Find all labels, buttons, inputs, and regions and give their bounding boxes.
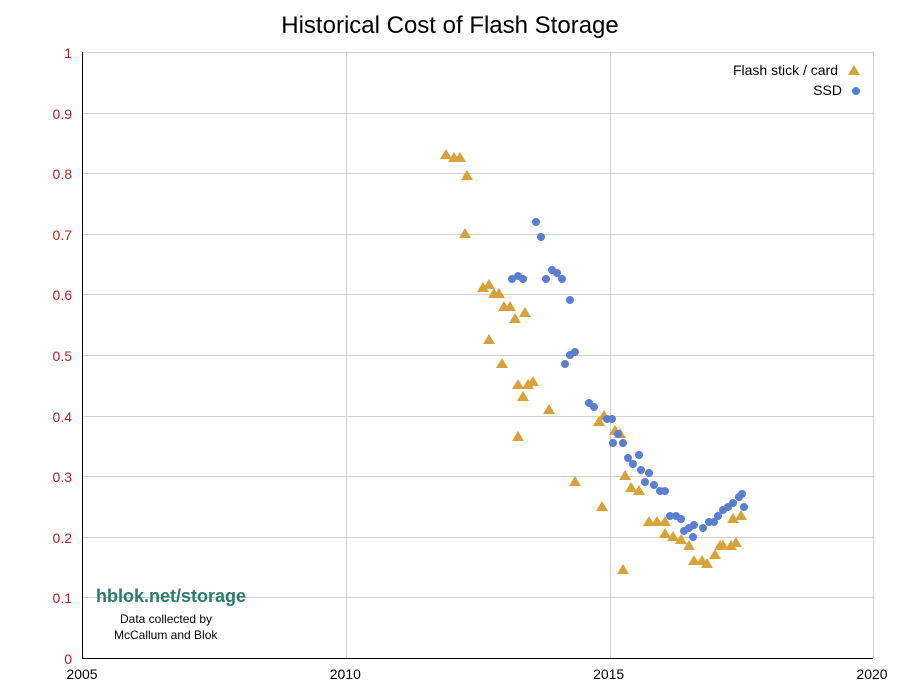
chart-container: Historical Cost of Flash Storage Price U… bbox=[0, 0, 900, 700]
y-tick-label: 1 bbox=[64, 45, 72, 61]
credit-link: hblok.net/storage bbox=[96, 586, 246, 607]
x-tick-label: 2015 bbox=[593, 666, 624, 682]
grid-line-h bbox=[83, 416, 873, 417]
grid-line-h bbox=[83, 355, 873, 356]
x-tick-label: 2010 bbox=[330, 666, 361, 682]
ssd-point bbox=[537, 228, 545, 246]
grid-line-v bbox=[873, 52, 874, 658]
ssd-point bbox=[661, 482, 669, 500]
grid-line-h bbox=[83, 234, 873, 235]
ssd-point bbox=[590, 398, 598, 416]
legend-entry-flash: Flash stick / card bbox=[733, 60, 860, 80]
y-tick-label: 0.8 bbox=[53, 166, 72, 182]
y-tick-label: 0.5 bbox=[53, 348, 72, 364]
x-tick-label: 2020 bbox=[856, 666, 887, 682]
flash-point bbox=[454, 149, 466, 167]
legend-label: SSD bbox=[813, 82, 842, 98]
y-tick-label: 0.2 bbox=[53, 530, 72, 546]
flash-point bbox=[459, 225, 471, 243]
grid-line-h bbox=[83, 52, 873, 53]
plot-area bbox=[82, 52, 873, 659]
credit-sub1: Data collected by bbox=[120, 612, 212, 626]
grid-line-h bbox=[83, 113, 873, 114]
flash-point bbox=[512, 428, 524, 446]
flash-point bbox=[496, 355, 508, 373]
grid-line-h bbox=[83, 476, 873, 477]
y-tick-label: 0.6 bbox=[53, 287, 72, 303]
ssd-point bbox=[566, 291, 574, 309]
flash-point bbox=[527, 373, 539, 391]
legend: Flash stick / card SSD bbox=[733, 60, 860, 100]
flash-point bbox=[461, 167, 473, 185]
x-tick-label: 2005 bbox=[66, 666, 97, 682]
ssd-point bbox=[558, 270, 566, 288]
y-tick-label: 0.3 bbox=[53, 469, 72, 485]
grid-line-v bbox=[346, 52, 347, 658]
flash-point bbox=[543, 401, 555, 419]
circle-icon bbox=[852, 82, 860, 98]
y-tick-label: 0.9 bbox=[53, 106, 72, 122]
grid-line-h bbox=[83, 537, 873, 538]
ssd-point bbox=[571, 343, 579, 361]
chart-title: Historical Cost of Flash Storage bbox=[0, 12, 900, 40]
credit-sub2: McCallum and Blok bbox=[114, 628, 217, 642]
y-tick-label: 0.7 bbox=[53, 227, 72, 243]
y-tick-label: 0.1 bbox=[53, 590, 72, 606]
legend-entry-ssd: SSD bbox=[733, 80, 860, 100]
grid-line-v bbox=[610, 52, 611, 658]
flash-point bbox=[483, 331, 495, 349]
ssd-point bbox=[690, 516, 698, 534]
triangle-icon bbox=[848, 62, 860, 78]
ssd-point bbox=[519, 270, 527, 288]
y-tick-label: 0.4 bbox=[53, 409, 72, 425]
flash-point bbox=[617, 561, 629, 579]
grid-line-h bbox=[83, 173, 873, 174]
flash-point bbox=[569, 473, 581, 491]
flash-point bbox=[596, 498, 608, 516]
flash-point bbox=[519, 304, 531, 322]
ssd-point bbox=[740, 498, 748, 516]
flash-point bbox=[730, 534, 742, 552]
legend-label: Flash stick / card bbox=[733, 62, 838, 78]
y-tick-label: 0 bbox=[64, 651, 72, 667]
